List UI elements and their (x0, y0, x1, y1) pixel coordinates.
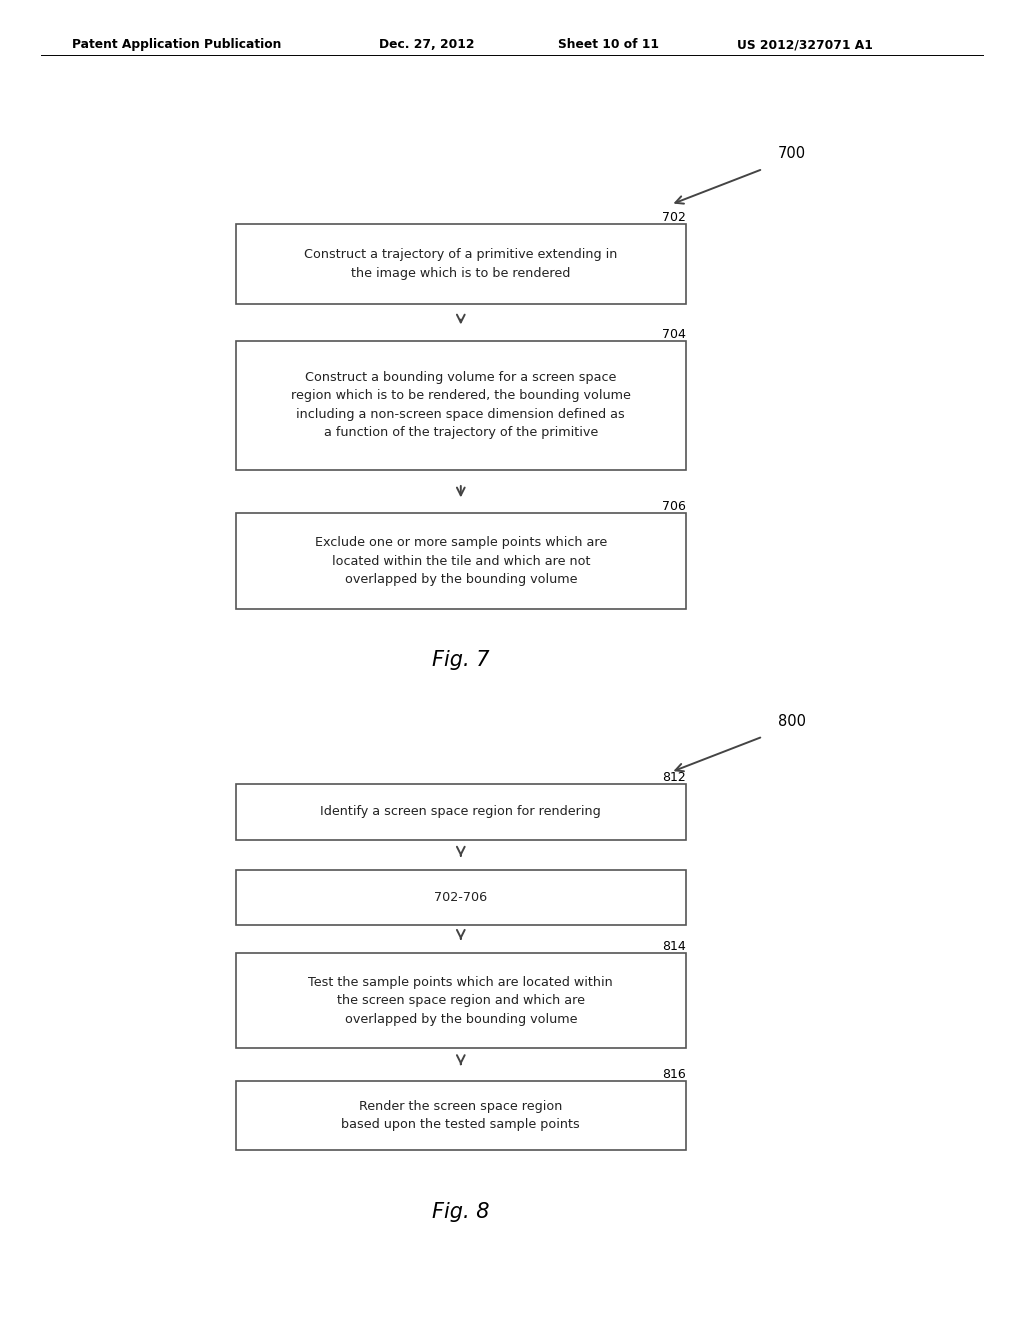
Text: Render the screen space region
based upon the tested sample points: Render the screen space region based upo… (341, 1100, 581, 1131)
Text: Fig. 8: Fig. 8 (432, 1201, 489, 1222)
Text: 700: 700 (778, 147, 806, 161)
Bar (236, 513, 686, 609)
Text: 706: 706 (663, 500, 686, 513)
Text: 812: 812 (663, 771, 686, 784)
Text: 816: 816 (663, 1068, 686, 1081)
Bar (236, 341, 686, 470)
Bar (236, 784, 686, 840)
Bar (236, 953, 686, 1048)
Text: 800: 800 (778, 714, 806, 729)
Text: Dec. 27, 2012: Dec. 27, 2012 (379, 38, 474, 51)
Text: 814: 814 (663, 940, 686, 953)
Bar (236, 1081, 686, 1150)
Text: Patent Application Publication: Patent Application Publication (72, 38, 281, 51)
Text: Construct a trajectory of a primitive extending in
the image which is to be rend: Construct a trajectory of a primitive ex… (304, 248, 617, 280)
Text: 702: 702 (663, 211, 686, 224)
Text: Identify a screen space region for rendering: Identify a screen space region for rende… (321, 805, 601, 818)
Bar (236, 870, 686, 925)
Text: Exclude one or more sample points which are
located within the tile and which ar: Exclude one or more sample points which … (314, 536, 607, 586)
Text: Test the sample points which are located within
the screen space region and whic: Test the sample points which are located… (308, 975, 613, 1026)
Text: Fig. 7: Fig. 7 (432, 649, 489, 671)
Text: Sheet 10 of 11: Sheet 10 of 11 (558, 38, 659, 51)
Text: 704: 704 (663, 327, 686, 341)
Text: Construct a bounding volume for a screen space
region which is to be rendered, t: Construct a bounding volume for a screen… (291, 371, 631, 440)
Text: 702-706: 702-706 (434, 891, 487, 904)
Bar (236, 224, 686, 304)
Text: US 2012/327071 A1: US 2012/327071 A1 (737, 38, 873, 51)
